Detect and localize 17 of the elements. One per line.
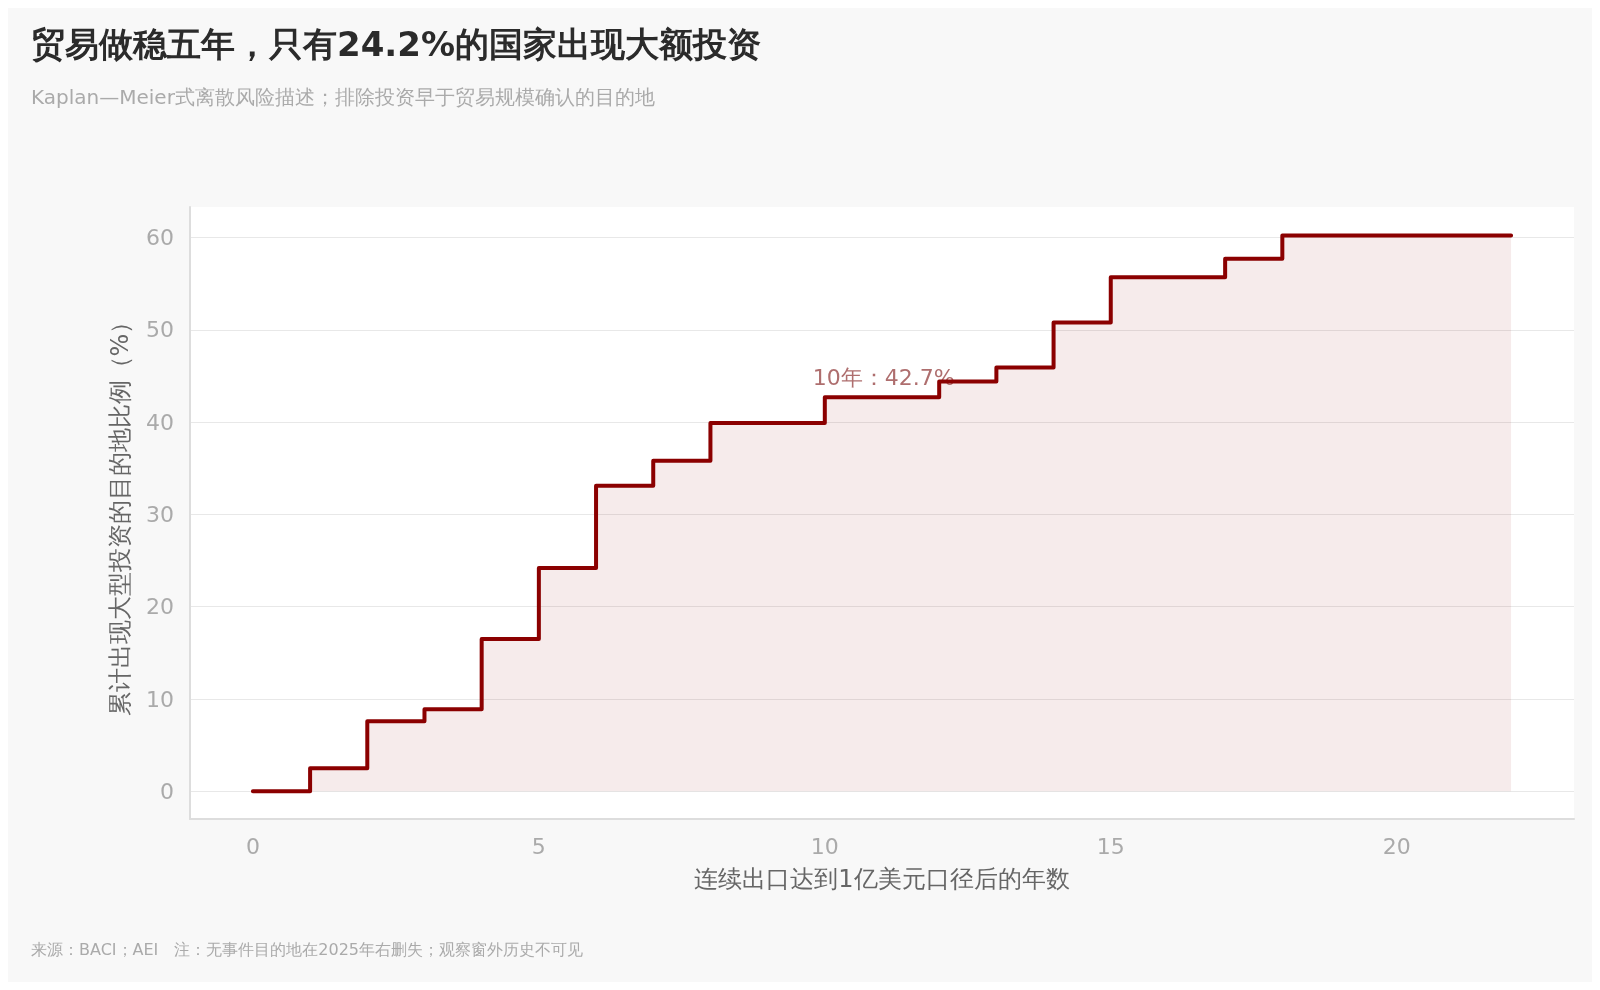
y-tick-label: 40 bbox=[146, 409, 174, 435]
x-tick-label: 5 bbox=[531, 833, 546, 859]
y-tick-label: 60 bbox=[146, 224, 174, 250]
chart-title: 贸易做稳五年，只有24.2%的国家出现大额投资 bbox=[31, 24, 761, 64]
x-tick-label: 20 bbox=[1382, 833, 1411, 859]
x-tick-label: 10 bbox=[810, 833, 839, 859]
chart-subtitle: Kaplan—Meier式离散风险描述；排除投资早于贸易规模确认的目的地 bbox=[31, 85, 655, 109]
y-tick-label: 50 bbox=[146, 317, 174, 343]
source-note: 来源：BACI；AEI 注：无事件目的地在2025年右删失；观察窗外历史不可见 bbox=[31, 939, 584, 959]
x-axis-title: 连续出口达到1亿美元口径后的年数 bbox=[694, 865, 1070, 893]
y-axis-title: 累计出现大型投资的目的地比例（%） bbox=[106, 309, 134, 717]
x-tick-label: 15 bbox=[1096, 833, 1125, 859]
y-tick-label: 30 bbox=[146, 501, 174, 527]
y-tick-label: 0 bbox=[160, 778, 174, 804]
x-tick-label: 0 bbox=[245, 833, 260, 859]
y-tick-label: 20 bbox=[146, 594, 174, 620]
y-tick-label: 10 bbox=[146, 686, 174, 712]
